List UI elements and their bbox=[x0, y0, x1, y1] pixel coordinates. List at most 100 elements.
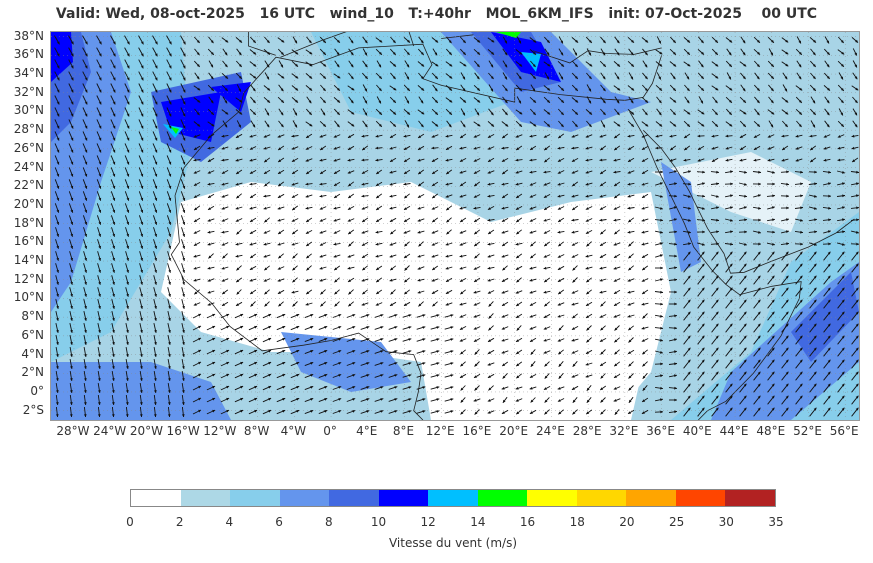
wind-arrow-head bbox=[193, 135, 197, 138]
wind-arrow-head bbox=[558, 135, 562, 139]
wind-arrow-head bbox=[333, 206, 337, 210]
wind-arrow-head bbox=[182, 89, 186, 93]
wind-arrow-head bbox=[728, 112, 732, 115]
wind-arrow-head bbox=[126, 269, 129, 273]
wind-arrow-head bbox=[56, 281, 59, 285]
wind-arrow-head bbox=[516, 231, 520, 235]
wind-map[interactable] bbox=[50, 31, 860, 421]
wind-arrow-head bbox=[361, 303, 365, 306]
wind-arrow-head bbox=[70, 197, 74, 201]
wind-arrow-head bbox=[322, 88, 326, 91]
colorbar-tick-label: 6 bbox=[275, 515, 283, 529]
colorbar-tick-label: 12 bbox=[420, 515, 436, 529]
wind-arrow-head bbox=[449, 75, 453, 79]
wind-arrow-head bbox=[112, 269, 115, 273]
wind-arrow-head bbox=[154, 173, 158, 177]
wind-arrow-head bbox=[348, 147, 351, 150]
wind-arrow-head bbox=[823, 146, 827, 150]
wind-arrow-head bbox=[487, 266, 491, 270]
wind-arrow-head bbox=[434, 76, 438, 79]
wind-arrow-head bbox=[207, 159, 211, 162]
wind-arrow-head bbox=[715, 75, 719, 79]
wind-arrow-head bbox=[418, 171, 422, 175]
wind-arrow-head bbox=[799, 335, 803, 339]
wind-arrow-head bbox=[278, 159, 282, 162]
wind-arrow-head bbox=[434, 52, 438, 56]
wind-arrow-head bbox=[674, 302, 677, 306]
wind-arrow-head bbox=[98, 149, 102, 153]
lon-label: 28°W bbox=[56, 424, 90, 438]
wind-arrow-head bbox=[827, 275, 831, 279]
wind-arrow-head bbox=[167, 402, 171, 405]
wind-arrow-head bbox=[207, 242, 211, 246]
wind-arrow-head bbox=[459, 206, 463, 210]
wind-arrow-head bbox=[586, 327, 590, 331]
wind-arrow-head bbox=[798, 100, 802, 103]
wind-arrow-head bbox=[715, 263, 719, 267]
wind-arrow-head bbox=[786, 194, 789, 198]
wind-arrow-head bbox=[490, 76, 494, 79]
wind-arrow-head bbox=[362, 219, 366, 222]
wind-arrow-head bbox=[739, 158, 743, 162]
wind-arrow-head bbox=[111, 414, 115, 417]
wind-arrow-head bbox=[450, 314, 454, 317]
wind-arrow-head bbox=[352, 350, 356, 353]
wind-arrow-head bbox=[305, 302, 309, 306]
wind-arrow-head bbox=[70, 330, 73, 333]
wind-arrow-head bbox=[459, 254, 463, 258]
wind-arrow-head bbox=[112, 101, 116, 105]
wind-arrow-head bbox=[112, 113, 116, 117]
wind-arrow-head bbox=[337, 87, 340, 91]
wind-arrow-head bbox=[770, 64, 774, 67]
wind-arrow-head bbox=[280, 64, 283, 68]
wind-arrow-head bbox=[799, 359, 803, 363]
wind-arrow-head bbox=[599, 134, 603, 138]
wind-arrow-head bbox=[112, 185, 116, 189]
wind-arrow-head bbox=[529, 219, 533, 222]
wind-arrow-head bbox=[154, 378, 157, 381]
wind-arrow-head bbox=[557, 182, 561, 186]
wind-arrow-head bbox=[730, 242, 733, 246]
wind-arrow-head bbox=[126, 257, 130, 261]
wind-arrow-head bbox=[445, 302, 449, 306]
wind-arrow-head bbox=[408, 326, 412, 329]
wind-arrow-head bbox=[784, 88, 787, 92]
wind-arrow-head bbox=[473, 290, 477, 294]
wind-arrow-head bbox=[614, 135, 618, 139]
wind-arrow-head bbox=[599, 255, 603, 258]
wind-arrow-head bbox=[208, 255, 212, 259]
wind-arrow-head bbox=[70, 161, 74, 165]
wind-arrow-head bbox=[310, 350, 314, 353]
wind-arrow-head bbox=[361, 182, 365, 186]
colorbar-cell bbox=[378, 490, 429, 506]
wind-arrow-head bbox=[518, 40, 521, 44]
wind-arrow-head bbox=[673, 99, 677, 103]
wind-arrow-head bbox=[431, 278, 435, 282]
wind-arrow-head bbox=[743, 299, 747, 303]
wind-arrow-head bbox=[841, 299, 845, 303]
wind-arrow-head bbox=[154, 137, 158, 141]
wind-arrow-head bbox=[600, 351, 604, 355]
wind-arrow-head bbox=[291, 134, 295, 138]
wind-arrow-head bbox=[515, 135, 519, 138]
wind-arrow-head bbox=[436, 314, 440, 317]
wind-arrow-head bbox=[487, 194, 491, 198]
wind-arrow-head bbox=[263, 279, 267, 282]
wind-arrow-head bbox=[392, 100, 396, 103]
wind-arrow-head bbox=[408, 362, 412, 365]
wind-arrow-head bbox=[729, 251, 733, 255]
wind-arrow-head bbox=[389, 243, 393, 246]
wind-arrow-head bbox=[828, 218, 831, 222]
wind-arrow-head bbox=[98, 281, 101, 285]
colorbar-cell bbox=[230, 490, 280, 506]
wind-arrow-head bbox=[322, 40, 326, 43]
wind-arrow-head bbox=[376, 207, 380, 210]
wind-arrow-head bbox=[333, 146, 337, 150]
wind-arrow-head bbox=[352, 386, 356, 389]
wind-arrow-head bbox=[222, 303, 225, 306]
wind-arrow-head bbox=[543, 183, 547, 186]
wind-arrow-head bbox=[182, 149, 186, 153]
wind-arrow-head bbox=[182, 173, 186, 177]
lon-label: 24°W bbox=[93, 424, 127, 438]
wind-arrow-head bbox=[515, 267, 519, 270]
